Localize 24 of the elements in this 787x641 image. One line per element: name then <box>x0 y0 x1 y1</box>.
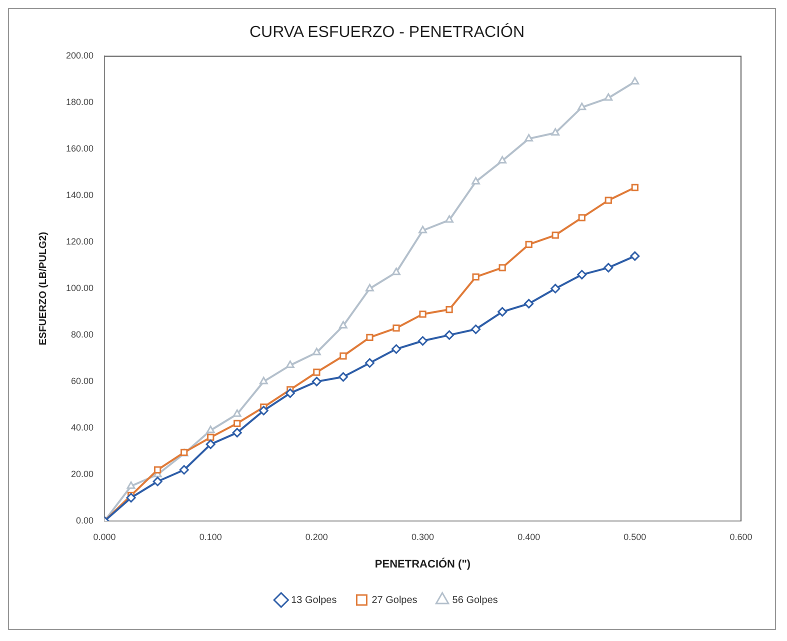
y-tick-label: 180.00 <box>66 97 94 108</box>
x-tick-label: 0.200 <box>305 532 328 542</box>
y-tick-label: 120.00 <box>66 236 94 247</box>
y-tick-label: 100.00 <box>66 283 94 294</box>
legend-label: 56 Golpes <box>452 594 498 606</box>
legend-label: 27 Golpes <box>372 594 418 606</box>
y-tick-label: 40.00 <box>70 422 94 433</box>
legend-label: 13 Golpes <box>291 594 337 606</box>
x-tick-label: 0.600 <box>730 532 752 542</box>
y-axis-title: ESFUERZO (LB/PULG2) <box>38 232 49 346</box>
y-tick-label: 160.00 <box>66 144 94 154</box>
x-tick-label: 0.000 <box>93 532 116 542</box>
x-tick-label: 0.400 <box>518 532 540 542</box>
y-tick-label: 60.00 <box>70 376 94 386</box>
x-tick-label: 0.500 <box>624 532 646 542</box>
y-tick-label: 140.00 <box>66 190 94 200</box>
y-tick-label: 20.00 <box>70 469 94 480</box>
y-tick-label: 0.00 <box>76 515 94 526</box>
y-tick-label: 200.00 <box>66 50 94 61</box>
chart-title: CURVA ESFUERZO - PENETRACIÓN <box>250 23 524 42</box>
y-tick-label: 80.00 <box>70 330 94 340</box>
x-tick-label: 0.300 <box>412 532 434 542</box>
x-tick-label: 0.100 <box>199 532 222 542</box>
x-axis-title: PENETRACIÓN (") <box>374 557 471 570</box>
